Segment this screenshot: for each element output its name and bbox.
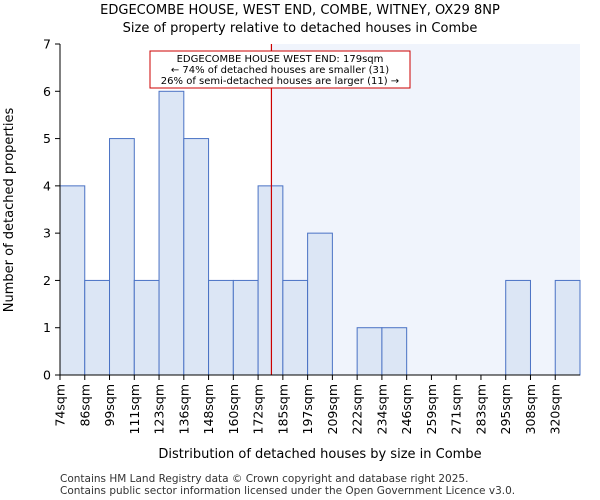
annotation-line-2: ← 74% of detached houses are smaller (31…	[171, 65, 389, 76]
y-axis-label: Number of detached properties	[2, 108, 17, 313]
bar-320sqm	[554, 279, 581, 376]
x-tick-label: 283sqm	[473, 384, 488, 434]
bar-86sqm	[84, 279, 111, 376]
x-tick-label: 86sqm	[77, 384, 92, 427]
x-tick-label: 74sqm	[53, 384, 68, 427]
annotation-box: EDGECOMBE HOUSE WEST END: 179sqm ← 74% o…	[149, 50, 411, 89]
y-tick-label: 2	[43, 273, 51, 288]
footer-line-1: Contains HM Land Registry data © Crown c…	[60, 473, 468, 485]
x-tick-label: 160sqm	[226, 384, 241, 434]
x-tick-label: 99sqm	[102, 384, 117, 427]
bar-185sqm	[282, 279, 309, 376]
x-tick-label: 185sqm	[275, 384, 290, 434]
x-tick-label: 222sqm	[350, 384, 365, 434]
bar-111sqm	[133, 279, 160, 376]
x-tick-label: 246sqm	[399, 384, 414, 434]
x-tick-label: 271sqm	[449, 384, 464, 434]
y-tick-label: 0	[43, 368, 51, 383]
bar-74sqm	[59, 185, 86, 376]
x-tick-label: 136sqm	[176, 384, 191, 434]
x-tick-label: 197sqm	[300, 384, 315, 434]
x-tick-label: 320sqm	[548, 384, 563, 434]
annotation-line-1: EDGECOMBE HOUSE WEST END: 179sqm	[177, 54, 384, 65]
y-tick-label: 4	[43, 178, 51, 193]
x-tick-label: 123sqm	[152, 384, 167, 434]
x-tick-label: 234sqm	[374, 384, 389, 434]
x-tick-label: 308sqm	[523, 384, 538, 434]
bar-197sqm	[307, 232, 333, 376]
y-tick-label: 5	[43, 131, 51, 146]
y-tick-label: 7	[43, 37, 51, 52]
chart-subtitle: Size of property relative to detached ho…	[123, 21, 478, 36]
y-tick-label: 6	[43, 84, 51, 99]
bar-222sqm	[356, 327, 383, 376]
bar-99sqm	[109, 138, 135, 376]
bar-172sqm	[257, 185, 284, 376]
chart-title: EDGECOMBE HOUSE, WEST END, COMBE, WITNEY…	[100, 3, 500, 18]
x-tick-label: 172sqm	[251, 384, 266, 434]
bar-123sqm	[158, 90, 185, 376]
bar-148sqm	[208, 279, 234, 376]
bar-295sqm	[505, 279, 531, 376]
annotation-frame	[149, 50, 411, 89]
bar-234sqm	[381, 327, 408, 376]
annotation-line-3: 26% of semi-detached houses are larger (…	[161, 76, 399, 87]
x-axis-label: Distribution of detached houses by size …	[158, 447, 481, 462]
y-tick-label: 3	[43, 226, 51, 241]
footer-line-2: Contains public sector information licen…	[60, 485, 515, 497]
x-tick-label: 148sqm	[201, 384, 216, 434]
x-tick-label: 295sqm	[498, 384, 513, 434]
x-tick-label: 111sqm	[127, 384, 142, 434]
bar-136sqm	[183, 138, 210, 376]
x-tick-label: 259sqm	[424, 384, 439, 434]
y-tick-label: 1	[43, 320, 51, 335]
x-tick-label: 209sqm	[325, 384, 340, 434]
bar-160sqm	[232, 279, 259, 376]
